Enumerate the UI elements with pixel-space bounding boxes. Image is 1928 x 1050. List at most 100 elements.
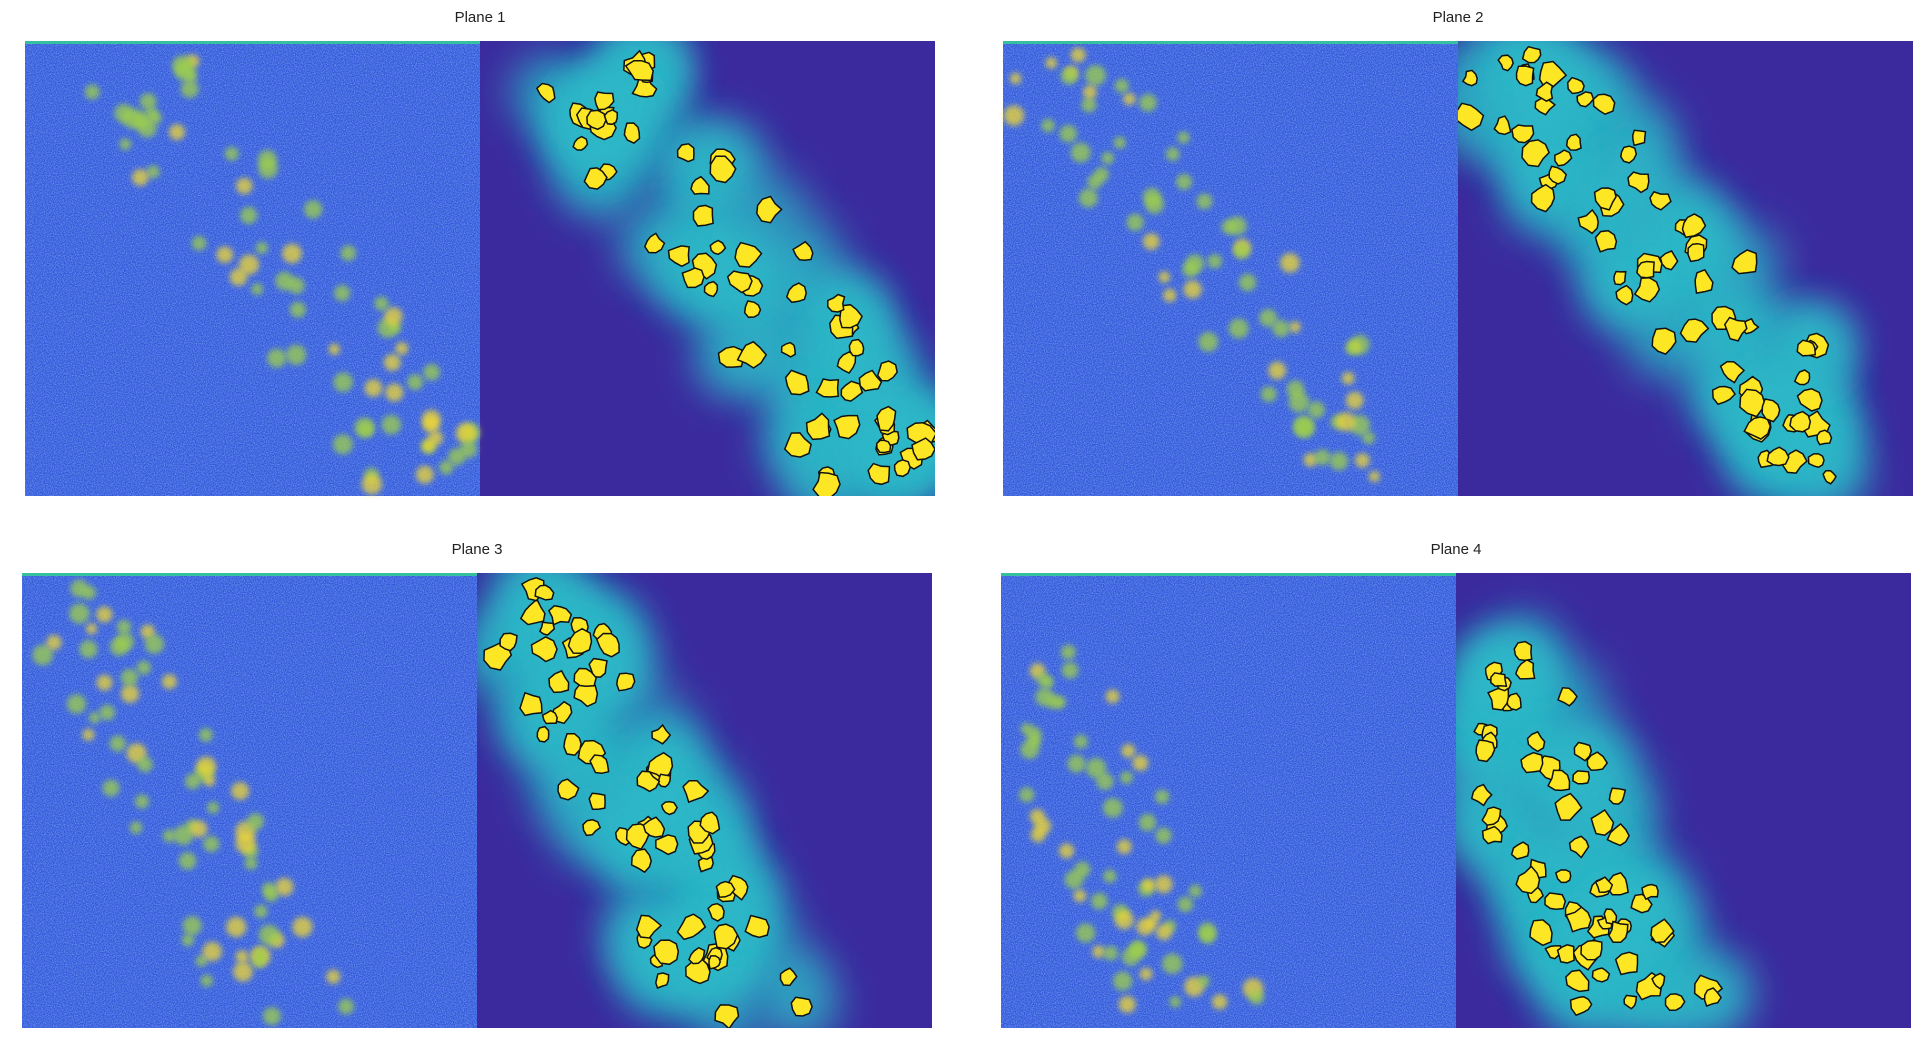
cell-mask xyxy=(1807,453,1825,469)
cell-spot xyxy=(439,460,454,475)
cell-spot xyxy=(1126,213,1144,231)
cell-spot xyxy=(136,660,151,675)
cell-mask xyxy=(1731,249,1758,275)
cell-spot xyxy=(1113,971,1133,991)
cell-mask xyxy=(1515,865,1541,895)
cell-spot xyxy=(85,623,98,635)
cell-spot xyxy=(304,200,323,219)
cell-mask xyxy=(642,816,666,838)
cell-mask xyxy=(563,732,582,757)
cell-mask xyxy=(1556,944,1575,964)
top-edge xyxy=(1003,41,1458,44)
cell-spot xyxy=(96,674,113,691)
cell-spot xyxy=(1060,644,1076,660)
cell-mask xyxy=(636,770,661,793)
cell-mask xyxy=(1723,316,1748,342)
cell-mask xyxy=(1569,995,1593,1017)
cell-mask xyxy=(827,293,846,313)
cell-spot xyxy=(1288,391,1310,413)
cell-mask xyxy=(1620,145,1638,164)
cell-spot xyxy=(173,825,194,846)
cell-spot xyxy=(182,916,202,936)
panel: Plane 2 xyxy=(1003,9,1913,496)
cell-spot xyxy=(267,348,287,368)
cell-spot xyxy=(137,756,153,773)
cell-spot xyxy=(1280,252,1300,273)
cell-spot xyxy=(115,632,135,652)
cell-spot xyxy=(146,165,160,179)
cell-spot xyxy=(1096,772,1114,791)
cell-spot xyxy=(224,146,239,161)
cell-mask xyxy=(1651,327,1677,355)
cell-spot xyxy=(1163,288,1177,303)
cell-mask xyxy=(1594,876,1614,893)
cell-mask xyxy=(734,241,763,268)
cell-spot xyxy=(1345,340,1360,356)
cell-mask xyxy=(1521,139,1550,168)
cell-mask xyxy=(709,239,727,256)
cell-mask xyxy=(714,1004,740,1028)
cell-mask xyxy=(1633,277,1661,303)
cell-spot xyxy=(1060,67,1078,85)
cell-mask xyxy=(1526,730,1546,753)
cell-spot xyxy=(1009,72,1022,85)
cell-spot xyxy=(383,354,401,371)
cell-spot xyxy=(1341,371,1355,385)
cell-spot xyxy=(178,852,197,870)
cell-spot xyxy=(361,474,383,495)
cell-spot xyxy=(1129,940,1147,959)
cell-spot xyxy=(1075,923,1096,943)
cell-mask xyxy=(1470,783,1493,807)
cell-mask xyxy=(911,437,935,461)
cell-mask xyxy=(1538,60,1568,88)
cell-mask xyxy=(681,267,705,289)
cell-mask xyxy=(657,773,672,788)
cell-mask xyxy=(1687,242,1705,263)
mean-image-noise xyxy=(1003,41,1458,496)
cell-spot xyxy=(289,301,306,318)
cell-mask xyxy=(535,82,556,104)
cell-spot xyxy=(1073,734,1088,749)
cell-spot xyxy=(1149,910,1162,922)
cell-mask xyxy=(1481,806,1502,826)
cell-mask xyxy=(1606,822,1630,847)
cell-mask xyxy=(1568,835,1590,859)
cell-spot xyxy=(1197,975,1210,988)
cell-spot xyxy=(1303,453,1318,467)
cell-mask xyxy=(779,967,798,987)
cell-mask xyxy=(682,779,710,804)
cell-mask xyxy=(1649,190,1672,211)
cell-mask xyxy=(812,471,841,496)
cell-spot xyxy=(1211,994,1228,1010)
cell-mask xyxy=(1664,993,1686,1012)
cell-mask xyxy=(1641,883,1659,901)
cell-spot xyxy=(174,60,195,81)
cell-spot xyxy=(384,307,403,326)
cell-spot xyxy=(139,93,157,110)
cell-mask xyxy=(815,378,840,398)
cell-spot xyxy=(1020,740,1040,760)
cell-spot xyxy=(203,775,216,787)
cell-spot xyxy=(235,950,249,964)
cell-mask xyxy=(1766,446,1790,467)
cell-spot xyxy=(1314,449,1331,466)
cell-mask xyxy=(586,109,607,131)
mean-image-noise xyxy=(1001,573,1456,1028)
cell-mask xyxy=(1651,972,1666,990)
mean-image-noise xyxy=(22,573,477,1028)
cell-mask xyxy=(1511,124,1535,144)
cell-spot xyxy=(1092,945,1105,958)
cell-spot xyxy=(258,924,280,946)
cell-spot xyxy=(385,383,404,402)
glow xyxy=(1791,438,1868,496)
cell-mask xyxy=(1627,171,1650,194)
cell-mask xyxy=(1521,45,1542,64)
cell-mask xyxy=(582,818,602,837)
cell-spot xyxy=(292,916,313,938)
top-edge xyxy=(1001,573,1456,576)
cell-spot xyxy=(1336,411,1356,432)
cell-spot xyxy=(1198,331,1219,352)
cell-mask xyxy=(1535,81,1554,102)
cell-spot xyxy=(1162,953,1183,974)
cell-spot xyxy=(255,241,268,255)
